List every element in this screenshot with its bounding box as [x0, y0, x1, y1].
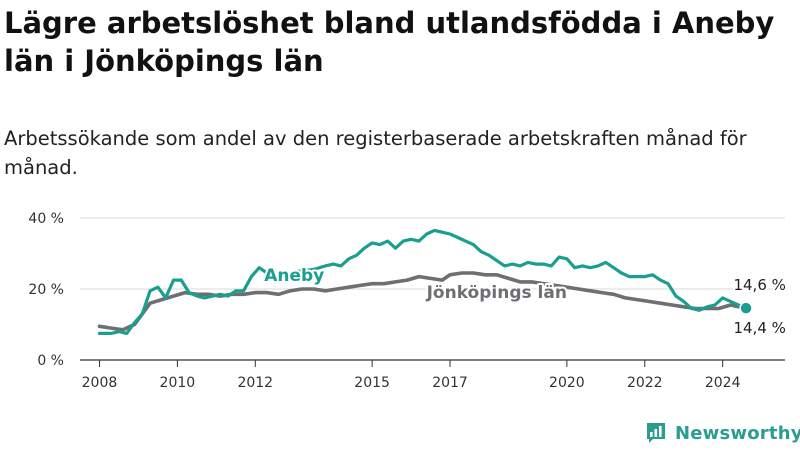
x-tick-label: 2008	[82, 375, 118, 391]
y-tick-label: 20 %	[28, 282, 64, 298]
x-tick-label: 2024	[705, 375, 741, 391]
y-tick-label: 40 %	[28, 211, 64, 227]
x-tick-label: 2015	[354, 375, 390, 391]
chart-subtitle: Arbetssökande som andel av den registerb…	[4, 127, 747, 179]
label-layer: Aneby Jönköpings län 14,6 % 14,4 %	[262, 264, 788, 339]
series-line-jonkopings-lan	[97, 271, 748, 332]
axis-layer: 0 % 20 % 40 % 2008 2010 2012 2015 2017 2020 2022 2…	[28, 211, 785, 391]
x-tick-label: 2017	[432, 375, 468, 391]
series-line-aneby	[97, 228, 748, 335]
value-label-jonkopings-lan: 14,4 %	[733, 319, 785, 337]
x-tick-label: 2012	[237, 375, 273, 391]
series-label-aneby: Aneby	[264, 266, 324, 286]
chart-title: Lägre arbetslöshet bland utlandsfödda i …	[4, 6, 775, 78]
brand-logo: Newsworthy	[645, 421, 800, 445]
endpoint-marker-aneby	[739, 301, 753, 315]
newsworthy-logo-icon	[647, 423, 665, 443]
value-label-aneby: 14,6 %	[733, 276, 785, 294]
brand-name: Newsworthy	[675, 422, 800, 444]
series-layer	[97, 228, 753, 335]
series-label-jonkopings-lan: Jönköpings län	[426, 283, 567, 303]
x-tick-label: 2020	[549, 375, 585, 391]
x-tick-label: 2022	[627, 375, 663, 391]
y-tick-label: 0 %	[37, 353, 64, 369]
x-tick-label: 2010	[160, 375, 196, 391]
grid-layer	[80, 217, 785, 290]
